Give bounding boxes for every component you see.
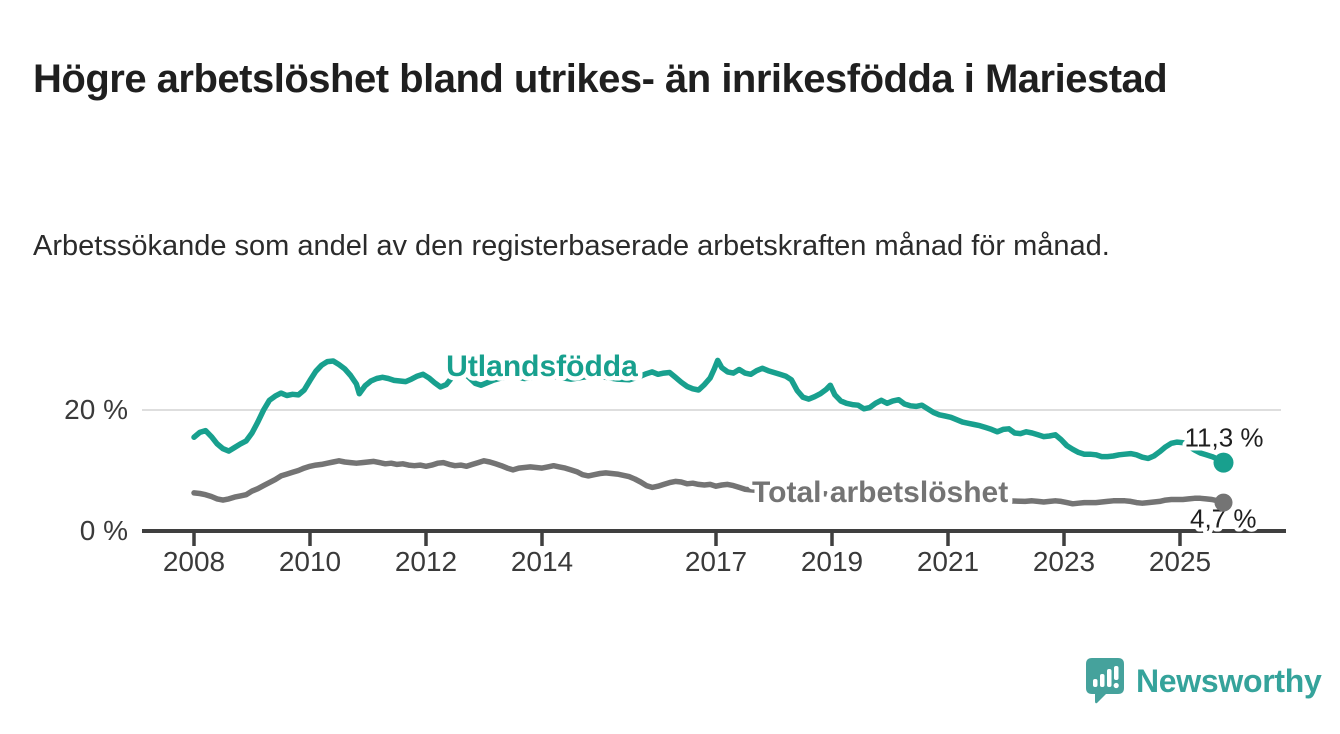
series-end-dot (1213, 452, 1234, 473)
series-line-foreign-born (191, 357, 1227, 466)
y-axis-label: 0 % (80, 515, 128, 546)
x-axis-label: 2017 (685, 546, 747, 577)
logo-wordmark: Newsworthy (1136, 662, 1322, 699)
chart-subtitle: Arbetssökande som andel av den registerb… (33, 230, 1110, 262)
newsworthy-logo: Newsworthy (1086, 658, 1322, 704)
series-end-dot (1214, 493, 1233, 512)
x-axis-label: 2019 (801, 546, 863, 577)
x-axis-label: 2008 (163, 546, 225, 577)
x-axis-label: 2021 (917, 546, 979, 577)
x-axis-label: 2012 (395, 546, 457, 577)
x-axis-label: 2010 (279, 546, 341, 577)
x-axis-label: 2023 (1033, 546, 1095, 577)
x-axis-label: 2025 (1149, 546, 1211, 577)
page-title: Högre arbetslöshet bland utrikes- än inr… (33, 56, 1168, 101)
end-value-label: 11,3 % (1184, 423, 1263, 453)
series-line-total (191, 458, 1227, 507)
x-axis-label: 2014 (511, 546, 573, 577)
speech-bubble-bar-chart-icon (1086, 658, 1124, 704)
series-label: Total arbetslöshet (752, 476, 1008, 509)
end-value-label: 4,7 % (1190, 504, 1257, 534)
chart-canvas: 0 % 20 % 2008 2010 2012 2014 2017 2019 2021 2023 2… (64, 346, 1286, 577)
y-axis-label: 20 % (64, 394, 128, 425)
line-chart: 0 % 20 % 2008 2010 2012 2014 2017 2019 2021 2023 2… (0, 330, 1340, 590)
series-label: Utlandsfödda (446, 350, 638, 383)
